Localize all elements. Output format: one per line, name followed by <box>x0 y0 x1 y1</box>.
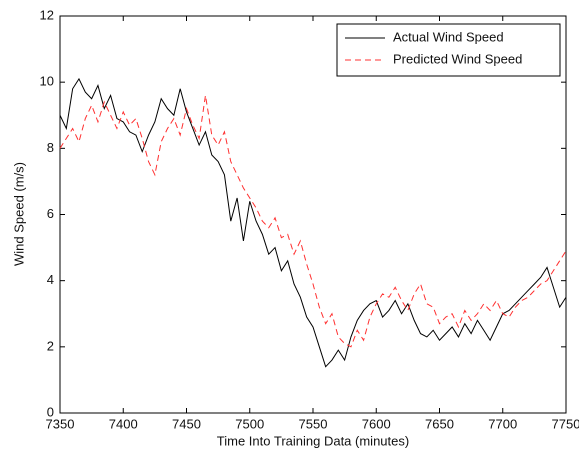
y-tick-label: 0 <box>47 404 54 419</box>
legend-label: Predicted Wind Speed <box>393 51 522 66</box>
x-tick-label: 7600 <box>362 416 391 431</box>
y-tick-label: 12 <box>40 7 54 22</box>
x-tick-label: 7350 <box>46 416 75 431</box>
y-tick-label: 8 <box>47 140 54 155</box>
x-tick-label: 7750 <box>552 416 579 431</box>
y-tick-label: 10 <box>40 74 54 89</box>
data-line <box>59 77 567 368</box>
data-line <box>59 95 567 348</box>
legend-label: Actual Wind Speed <box>393 29 504 44</box>
x-tick-label: 7650 <box>425 416 454 431</box>
x-tick-label: 7500 <box>235 416 264 431</box>
x-tick-label: 7450 <box>172 416 201 431</box>
x-tick-label: 7700 <box>488 416 517 431</box>
x-tick-label: 7550 <box>299 416 328 431</box>
y-tick-label: 6 <box>47 206 54 221</box>
y-axis-label: Wind Speed (m/s) <box>11 162 26 266</box>
y-tick-label: 4 <box>47 272 54 287</box>
x-tick-label: 7400 <box>109 416 138 431</box>
legend-box <box>336 23 561 77</box>
x-axis-label: Time Into Training Data (minutes) <box>217 433 409 448</box>
y-tick-label: 2 <box>47 338 54 353</box>
